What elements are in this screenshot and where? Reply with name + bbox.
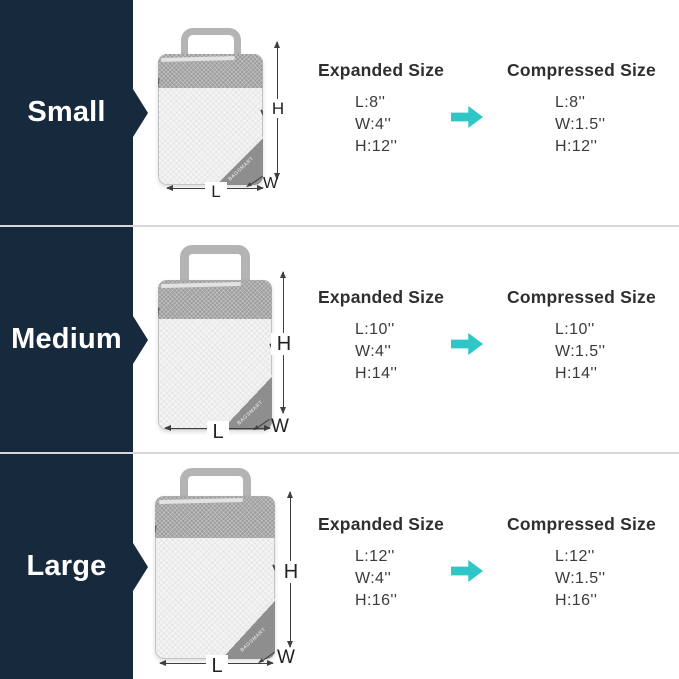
bag-brand-logo: BAGSMART: [239, 626, 268, 654]
expanded-length-value: L:10'': [355, 321, 395, 338]
bag-body: BAGSMART: [155, 496, 275, 659]
bag-body: BAGSMART: [158, 54, 263, 185]
expanded-width-value: W:4'': [355, 343, 392, 360]
size-section-medium: Medium BAGSMART H L W Expanded Size L:10…: [0, 227, 679, 452]
bag-corner-patch: BAGSMART: [214, 136, 263, 185]
compressed-length-value: L:12'': [555, 548, 595, 565]
section-divider: [0, 225, 679, 227]
bag-handle-icon: [180, 245, 250, 283]
bag-compression-zipper-pull-icon: [272, 564, 275, 579]
compressed-width-value: W:1.5'': [555, 343, 606, 360]
compressed-height-value: H:14'': [555, 365, 598, 382]
width-dimension-label: W: [271, 416, 289, 437]
compressed-height-value: H:16'': [555, 592, 598, 609]
section-divider: [0, 452, 679, 454]
size-label: Small: [27, 96, 106, 128]
packing-cube-image: BAGSMART: [158, 28, 263, 185]
expanded-height-value: H:14'': [355, 365, 398, 382]
width-dimension-label: W: [277, 647, 295, 668]
expanded-width-value: W:4'': [355, 570, 392, 587]
expanded-width-value: W:4'': [355, 116, 392, 133]
compress-arrow-icon: [451, 559, 483, 583]
size-section-small: Small BAGSMART H L W Expanded Size L:8''…: [0, 0, 679, 225]
expanded-size-values: L:8'' W:4'' H:12'': [355, 92, 397, 158]
compressed-width-value: W:1.5'': [555, 570, 606, 587]
size-label: Medium: [11, 323, 122, 355]
length-dimension-label: L: [207, 421, 229, 443]
bag-handle-icon: [180, 28, 241, 57]
height-dimension-label: H: [278, 561, 304, 583]
compress-arrow-icon: [451, 332, 483, 356]
expanded-size-title: Expanded Size: [318, 287, 445, 307]
bag-body: BAGSMART: [158, 280, 272, 430]
packing-cube-image: BAGSMART: [155, 468, 275, 659]
bag-brand-logo: BAGSMART: [227, 156, 256, 183]
bag-corner-patch: BAGSMART: [219, 374, 272, 430]
length-dimension-label: L: [206, 655, 228, 677]
expanded-size-title: Expanded Size: [318, 60, 445, 80]
bag-handle-icon: [179, 468, 251, 499]
bag-corner-patch: BAGSMART: [219, 598, 275, 659]
size-panel-medium: Medium: [0, 227, 148, 452]
size-panel-large: Large: [0, 454, 148, 679]
width-dimension-label: W: [263, 175, 279, 192]
compressed-length-value: L:10'': [555, 321, 595, 338]
panel-arrow-notch-icon: [133, 542, 148, 591]
compressed-height-value: H:12'': [555, 138, 598, 155]
size-label: Large: [26, 550, 107, 582]
packing-cube-image: BAGSMART: [158, 245, 272, 430]
size-section-large: Large BAGSMART H L W Expanded Size L:12'…: [0, 454, 679, 679]
expanded-height-value: H:12'': [355, 138, 398, 155]
expanded-size-title: Expanded Size: [318, 514, 445, 534]
expanded-size-values: L:10'' W:4'' H:14'': [355, 319, 397, 385]
panel-arrow-notch-icon: [133, 88, 148, 137]
compressed-size-values: L:12'' W:1.5'' H:16'': [555, 546, 605, 612]
compressed-width-value: W:1.5'': [555, 116, 606, 133]
panel-arrow-notch-icon: [133, 315, 148, 364]
bag-compression-zipper-pull-icon: [260, 109, 263, 123]
compressed-size-title: Compressed Size: [507, 60, 656, 80]
compressed-length-value: L:8'': [555, 94, 586, 111]
size-panel-small: Small: [0, 0, 148, 225]
compressed-size-title: Compressed Size: [507, 287, 656, 307]
bag-brand-logo: BAGSMART: [236, 399, 265, 426]
compressed-size-values: L:8'' W:1.5'' H:12'': [555, 92, 605, 158]
compressed-size-values: L:10'' W:1.5'' H:14'': [555, 319, 605, 385]
compress-arrow-icon: [451, 105, 483, 129]
height-dimension-label: H: [271, 333, 297, 355]
expanded-length-value: L:12'': [355, 548, 395, 565]
length-dimension-label: L: [205, 182, 227, 201]
compressed-size-title: Compressed Size: [507, 514, 656, 534]
expanded-height-value: H:16'': [355, 592, 398, 609]
expanded-size-values: L:12'' W:4'' H:16'': [355, 546, 397, 612]
height-dimension-label: H: [266, 99, 290, 118]
expanded-length-value: L:8'': [355, 94, 386, 111]
